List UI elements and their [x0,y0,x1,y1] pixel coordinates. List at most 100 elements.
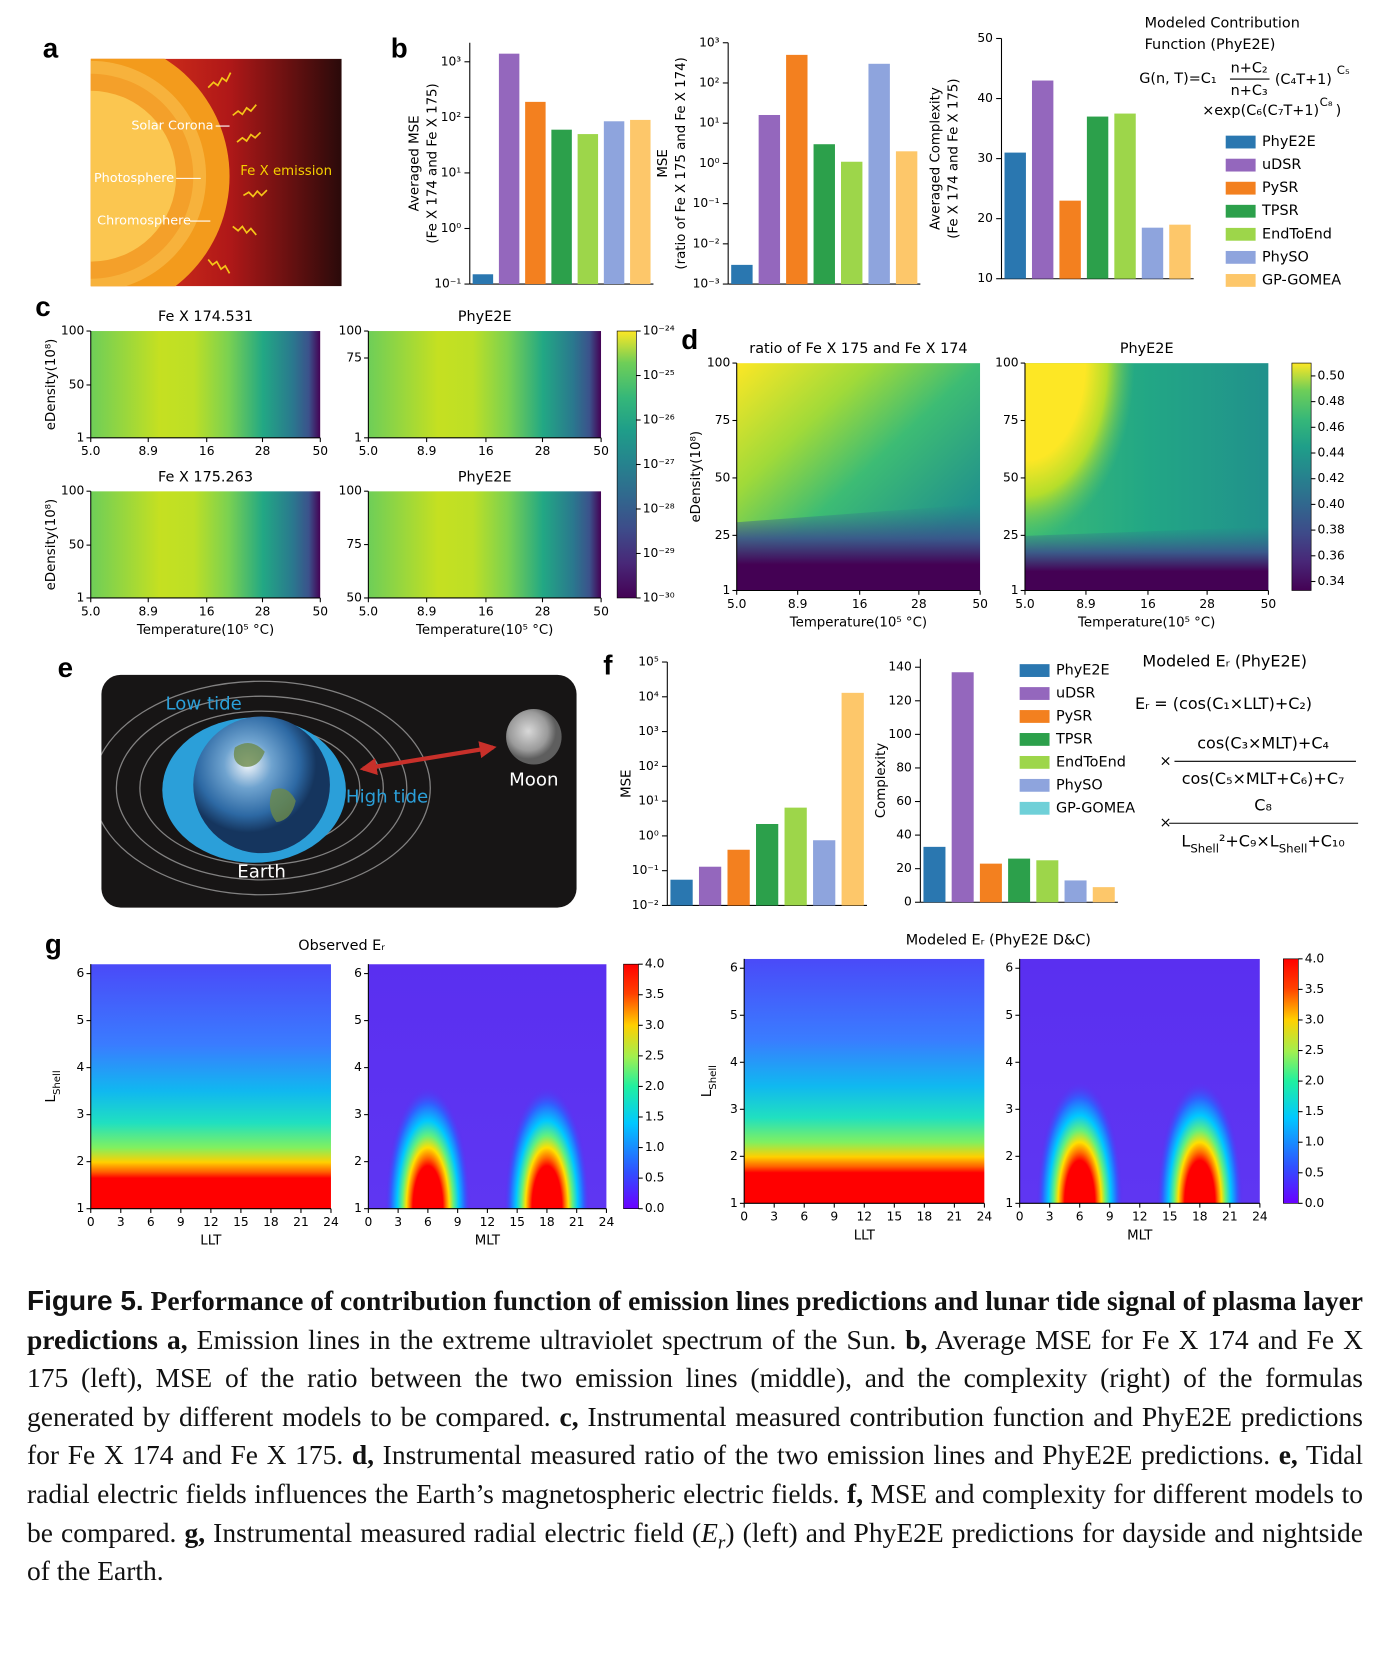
x-tick-label: 24 [599,1215,615,1229]
bar [603,121,625,285]
x-tick-label: 0 [1016,1210,1024,1224]
y-tick-label: 2 [77,1154,85,1168]
x-tick-label: 5.0 [81,444,101,458]
bar [498,53,520,285]
bar [525,101,546,285]
caption-text: c, [559,1400,579,1432]
bar [813,144,835,285]
legend-label: PhySO [1056,777,1103,793]
x-axis-label: MLT [1127,1228,1153,1243]
x-tick-label: 9 [177,1215,185,1229]
x-tick-label: 18 [263,1215,279,1229]
y-tick-label: 10⁻¹ [693,196,720,210]
caption-text: f, [847,1477,864,1509]
x-tick-label: 18 [917,1210,933,1224]
x-tick-label: 21 [569,1215,585,1229]
x-tick-label: 28 [535,604,551,618]
x-tick-label: 6 [424,1215,432,1229]
y-axis-label: LShell [44,1070,63,1102]
heatmap-field [90,491,321,598]
y-tick-label: 50 [346,590,362,604]
x-tick-label: 8.9 [138,444,158,458]
x-tick-label: 21 [293,1215,309,1229]
sun-illustration [90,58,342,287]
y-tick-label: 10³ [441,54,462,68]
earth-moon-illustration [101,680,562,896]
legend-label: PhySO [1262,249,1309,265]
y-tick-label: 10³ [699,35,720,49]
y-axis-label: Averaged Complexity [928,87,943,230]
colorbar [1283,958,1299,1204]
x-tick-label: 18 [539,1215,555,1229]
legend-swatch [1225,227,1256,241]
caption-text: g, [184,1516,206,1548]
heatmap [90,491,321,598]
caption-text: Instrumental measured radial electric fi… [205,1516,702,1548]
y-axis-label: (Fe X 174 and Fe X 175) [946,78,961,238]
legend-swatch [1225,158,1256,172]
x-tick-label: 9 [830,1210,838,1224]
x-axis-label: Temperature(10⁵ °C) [136,623,274,638]
map-title: ratio of Fe X 175 and Fe X 174 [749,341,967,357]
y-tick-label: 100 [61,324,84,338]
heatmap-field [736,504,981,591]
x-tick-label: 8.9 [417,604,437,618]
x-tick-label: 24 [1252,1210,1268,1224]
y-tick-label: 10⁴ [638,689,659,703]
formula: n+C₂ [1231,60,1268,76]
formula: C₈ [1320,95,1333,109]
x-tick-label: 50 [972,597,988,611]
formula: G(n, T)=C₁ [1139,71,1216,87]
x-tick-label: 0 [740,1210,748,1224]
legend-swatch [1019,710,1050,723]
x-axis-label: LLT [200,1234,222,1249]
y-tick-label: 100 [339,484,362,498]
x-tick-label: 3 [394,1215,402,1229]
y-tick-label: 1 [1005,1196,1013,1210]
map-title: PhyE2E [458,469,512,485]
y-tick-label: 1 [77,430,85,444]
colorbar-tick-label: 1.0 [645,1140,665,1154]
colorbar-tick-label: 2.5 [1305,1043,1325,1057]
y-tick-label: 10¹ [699,116,720,130]
map-title: PhyE2E [1120,341,1174,357]
legend-label: PySR [1056,708,1092,724]
chart-title: Modeled Eᵣ (PhyE2E D&C) [906,933,1091,949]
legend-label: uDSR [1056,686,1095,702]
x-tick-label: 50 [313,604,329,618]
caption-text: Figure 5. [27,1285,144,1316]
x-tick-label: 21 [1222,1210,1238,1224]
y-tick-label: 40 [896,828,912,842]
x-tick-label: 15 [887,1210,903,1224]
heatmap [736,363,981,591]
y-tick-label: 1 [77,590,85,604]
colorbar-tick-label: 0.34 [1318,574,1346,588]
colorbar-tick-label: 1.5 [1305,1104,1325,1118]
bar [813,840,836,906]
y-tick-label: 1 [730,1196,738,1210]
x-tick-label: 6 [147,1215,155,1229]
legend-title: Function (PhyE2E) [1145,37,1276,53]
y-tick-label: 20 [896,861,912,875]
y-tick-label: 25 [1003,528,1019,542]
x-axis-label: MLT [475,1234,501,1249]
colorbar-tick-label: 10⁻²⁷ [643,457,675,471]
caption: Figure 5. Performance of contribution fu… [27,1282,1363,1591]
y-tick-label: 1 [354,1201,362,1215]
legend-label: PhyE2E [1056,663,1110,679]
colorbar-tick-label: 10⁻³⁰ [643,590,675,604]
y-tick-label: 10¹ [441,165,462,179]
caption-text: MSE and complexity for different models … [27,1477,1363,1548]
y-tick-label: 2 [354,1154,362,1168]
y-tick-label: 4 [354,1060,362,1074]
caption-text: ) (left) and PhyE2E predictions for days… [27,1516,1363,1587]
y-tick-label: 10³ [638,724,659,738]
bar [1031,80,1054,279]
heatmap [90,331,321,438]
heatmap-field [385,1086,471,1209]
caption-text: Instrumental measured ratio of the two e… [374,1439,1279,1471]
y-tick-label: 100 [888,727,911,741]
bar [1092,887,1115,903]
x-tick-label: 18 [1192,1210,1208,1224]
colorbar-tick-label: 4.0 [645,957,665,971]
